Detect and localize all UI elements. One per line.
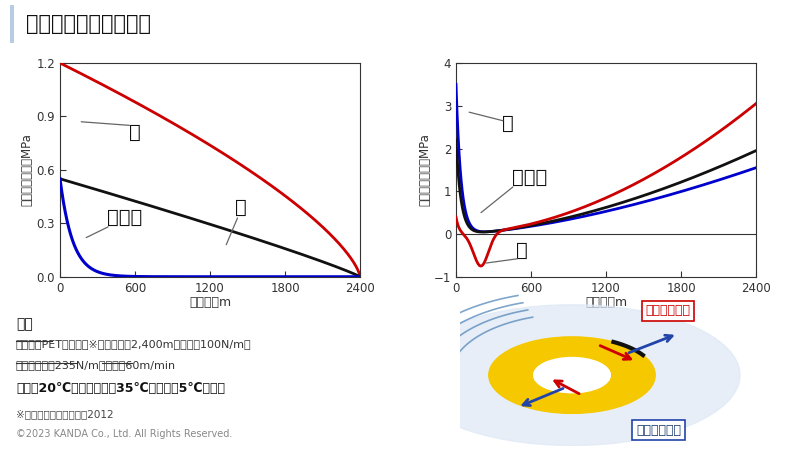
Text: 春・秋: 春・秋 xyxy=(512,168,547,187)
Text: 数値シミュレーション: 数値シミュレーション xyxy=(26,14,150,34)
Text: 夏: 夏 xyxy=(129,123,141,142)
Text: 温度：20℃（春・秋）、35℃（夏）、5℃（冬）: 温度：20℃（春・秋）、35℃（夏）、5℃（冬） xyxy=(16,382,225,395)
Text: 冬: 冬 xyxy=(235,198,246,216)
X-axis label: 巻き長，m: 巻き長，m xyxy=(189,296,231,309)
Text: 条件: 条件 xyxy=(16,317,33,331)
Y-axis label: 円周方向応力，MPa: 円周方向応力，MPa xyxy=(418,134,431,206)
Ellipse shape xyxy=(534,357,610,393)
Text: ニップ荷重：235N/m、速度：60m/min: ニップ荷重：235N/m、速度：60m/min xyxy=(16,360,176,370)
Text: ウェブ：PETフィルム※、巻き長：2,400m、張力：100N/m、: ウェブ：PETフィルム※、巻き長：2,400m、張力：100N/m、 xyxy=(16,339,252,349)
Ellipse shape xyxy=(404,305,740,446)
Bar xyxy=(10,5,14,44)
Text: ※神田敏浩，博士論文，2012: ※神田敏浩，博士論文，2012 xyxy=(16,410,114,419)
Text: 半径方向応力: 半径方向応力 xyxy=(646,304,690,317)
X-axis label: 巻き長，m: 巻き長，m xyxy=(585,296,627,309)
Text: 夏: 夏 xyxy=(516,241,528,260)
Text: 円周方向応力: 円周方向応力 xyxy=(636,424,681,436)
Text: 春・秋: 春・秋 xyxy=(107,208,142,227)
Text: ©2023 KANDA Co., Ltd. All Rights Reserved.: ©2023 KANDA Co., Ltd. All Rights Reserve… xyxy=(16,429,232,439)
Y-axis label: 半径方向応力，MPa: 半径方向応力，MPa xyxy=(21,134,34,206)
Ellipse shape xyxy=(489,337,655,414)
Text: 冬: 冬 xyxy=(502,114,514,133)
